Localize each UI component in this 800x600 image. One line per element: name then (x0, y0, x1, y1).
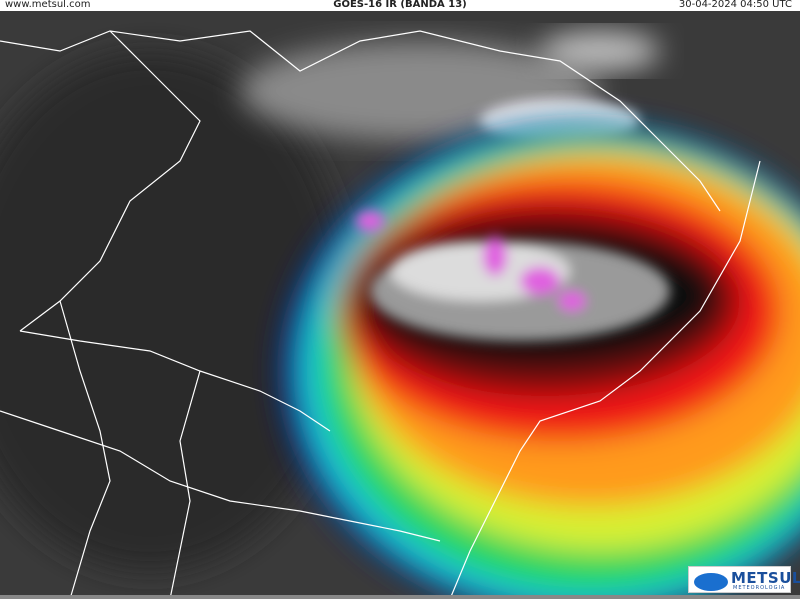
timestamp: 30-04-2024 04:50 UTC (678, 0, 792, 10)
coastline (449, 160, 761, 599)
border-line (0, 30, 721, 212)
logo-globe (694, 573, 728, 591)
dark-land (0, 51, 350, 571)
core-pink (356, 211, 384, 231)
satellite-image (0, 11, 800, 599)
globe (694, 573, 728, 591)
core-pink (483, 236, 507, 276)
logo-name: METSUL (731, 569, 800, 587)
logo: METSUL METEOROLOGIA (688, 566, 800, 593)
site-url: www.metsul.com (5, 0, 91, 10)
border-line (0, 410, 441, 542)
border-line (169, 370, 201, 599)
color-scale (0, 595, 800, 599)
image-title: GOES-16 IR (BANDA 13) (333, 0, 467, 10)
border-line (59, 300, 111, 599)
core-pink (520, 267, 560, 295)
logo-tagline: METEOROLOGIA (733, 585, 786, 591)
cold-core (356, 211, 670, 341)
border-line (19, 30, 201, 332)
borders (0, 30, 761, 599)
core-pink (558, 291, 586, 311)
cloud-light (540, 31, 660, 71)
